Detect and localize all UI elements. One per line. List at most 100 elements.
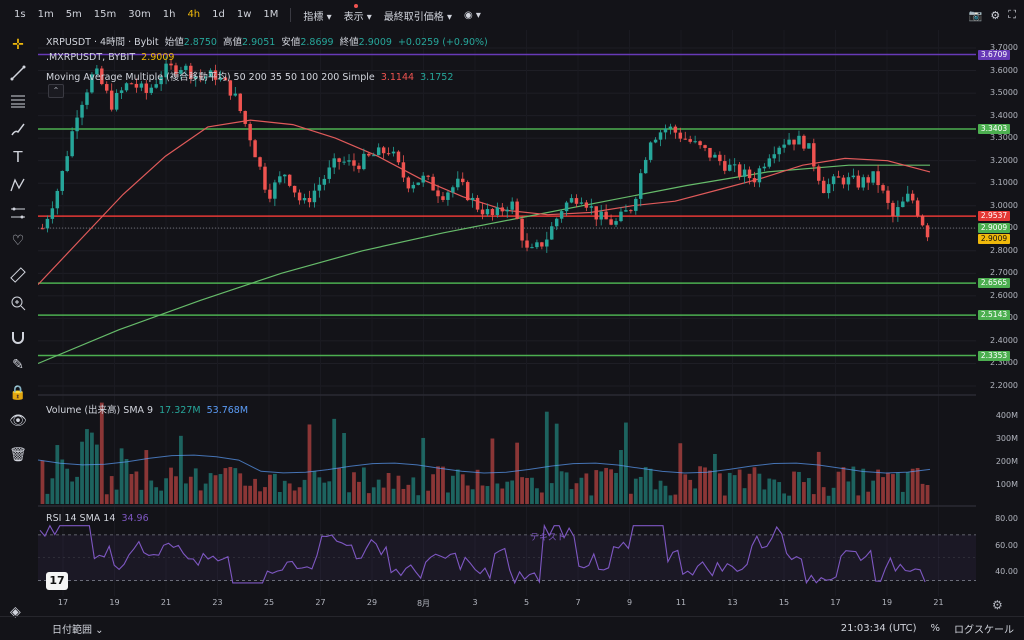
timeframe-4h[interactable]: 4h (187, 9, 201, 20)
candle-body (787, 139, 791, 145)
time-axis[interactable]: 17 19 21 23 25 27 29 8月 3 5 7 9 11 13 15 17 19 21 (38, 596, 976, 612)
axis-settings-icon[interactable]: ⚙ (992, 598, 1003, 612)
volume-bar (268, 474, 272, 504)
volume-bar (579, 477, 584, 504)
trendline-icon[interactable] (7, 62, 29, 84)
volume-bar (431, 474, 435, 504)
volume-bar (164, 478, 168, 504)
percent-toggle[interactable]: % (930, 623, 940, 634)
candle-body (119, 90, 124, 93)
candle-body (634, 198, 638, 211)
candle-body (910, 193, 915, 201)
magnet-icon[interactable] (7, 326, 29, 348)
timeframe-15m[interactable]: 15m (93, 9, 117, 20)
time-axis-label: 5 (523, 598, 530, 607)
timeframe-1m[interactable]: 1m (37, 9, 54, 20)
last-price-menu[interactable]: 最終取引価格 ▾ (383, 11, 453, 23)
price-chart[interactable] (38, 30, 976, 596)
candle-body (129, 83, 134, 85)
volume-bar (411, 477, 416, 504)
brush-icon[interactable] (7, 118, 29, 140)
volume-bar (65, 468, 70, 504)
candle-body (50, 208, 55, 219)
candle-body (668, 126, 673, 129)
volume-sma-line (38, 454, 931, 474)
lock-icon[interactable]: 🔒 (9, 385, 27, 401)
heart-icon[interactable]: ♡ (11, 233, 25, 249)
volume-bar (891, 474, 895, 504)
volume-bar (416, 495, 421, 504)
clock-label[interactable]: 21:03:34 (UTC) (840, 623, 917, 634)
crosshair-icon[interactable]: ✛ (12, 37, 24, 53)
candle-body (886, 190, 890, 203)
volume-bar (554, 423, 559, 504)
collapse-legend-button[interactable]: ⌃ (48, 84, 64, 98)
candle-body (673, 126, 678, 133)
eye-toggle[interactable]: ◉ ▾ (464, 9, 481, 21)
camera-icon[interactable]: 📷 (968, 8, 983, 22)
ma-legend: Moving Average Multiple (複合移動平均) 50 200 … (46, 72, 454, 83)
volume-bar (401, 488, 406, 504)
volume-bar (332, 418, 337, 504)
fib-icon[interactable] (7, 90, 29, 112)
candle-body (540, 242, 544, 247)
candle-body (688, 139, 692, 142)
price-tag: 3.6709 (978, 49, 1010, 60)
volume-bar (376, 479, 381, 504)
timeframe-1w[interactable]: 1w (236, 9, 252, 20)
candle-body (60, 171, 64, 191)
volume-bar (347, 492, 351, 504)
candle-body (777, 147, 781, 155)
display-menu[interactable]: 表示 ▾ (338, 3, 378, 23)
layers-icon[interactable]: ◈ (10, 604, 21, 620)
volume-bar (307, 424, 312, 504)
time-axis-label: 25 (263, 598, 275, 607)
candle-body (490, 209, 495, 216)
volume-bar (559, 471, 564, 504)
volume-bar (90, 432, 94, 504)
trash-icon[interactable]: 🗑 (9, 447, 27, 463)
candle-body (925, 225, 930, 238)
log-scale-toggle[interactable]: ログスケール (954, 625, 1014, 636)
timeframe-30m[interactable]: 30m (128, 9, 151, 20)
ruler-icon[interactable] (7, 264, 29, 286)
time-axis-label: 11 (675, 598, 687, 607)
candle-body (238, 93, 242, 112)
candle-body (451, 187, 455, 193)
tradingview-logo[interactable]: 17 (46, 572, 68, 590)
candle-body (184, 65, 188, 70)
date-range-button[interactable]: 日付範囲 ⌄ (52, 625, 104, 636)
eye-icon[interactable]: 👁 (9, 413, 27, 429)
rsi-text-annotation[interactable]: テキスト (530, 533, 566, 543)
candle-body (179, 69, 183, 74)
volume-legend: Volume (出来高) SMA 9 17.327M 53.768M (46, 405, 249, 416)
fullscreen-icon[interactable]: ⛶ (1008, 8, 1016, 21)
volume-bar (846, 481, 851, 504)
candle-body (367, 153, 371, 156)
measure-icon[interactable] (7, 202, 29, 224)
candle-body (124, 83, 129, 91)
candle-body (609, 219, 613, 225)
price-axis[interactable]: 3.7000 3.6000 3.5000 3.4000 3.3000 3.2000 3.10… (976, 30, 1024, 596)
indicators-menu[interactable]: 指標 ▾ (303, 11, 332, 23)
timeframe-1d[interactable]: 1d (212, 9, 225, 20)
candle-body (292, 185, 297, 193)
volume-bar (272, 473, 277, 504)
volume-bar (94, 444, 99, 504)
candle-body (174, 65, 178, 74)
volume-axis-label: 200M (995, 457, 1018, 466)
pattern-icon[interactable] (7, 174, 29, 196)
timeframe-1h[interactable]: 1h (162, 9, 176, 20)
rsi-axis-label: 80.00 (995, 514, 1018, 523)
settings-icon[interactable]: ⚙ (990, 8, 1001, 22)
text-icon[interactable]: T (13, 148, 23, 166)
volume-bar (643, 467, 648, 504)
timeframe-1M[interactable]: 1M (263, 9, 279, 20)
lock-drawing-icon[interactable]: ✎ (12, 357, 24, 373)
timeframe-1s[interactable]: 1s (14, 9, 26, 20)
timeframe-5m[interactable]: 5m (65, 9, 82, 20)
candle-body (732, 164, 737, 166)
volume-bar (836, 471, 841, 504)
zoom-icon[interactable] (7, 292, 29, 314)
volume-bar (594, 470, 599, 504)
